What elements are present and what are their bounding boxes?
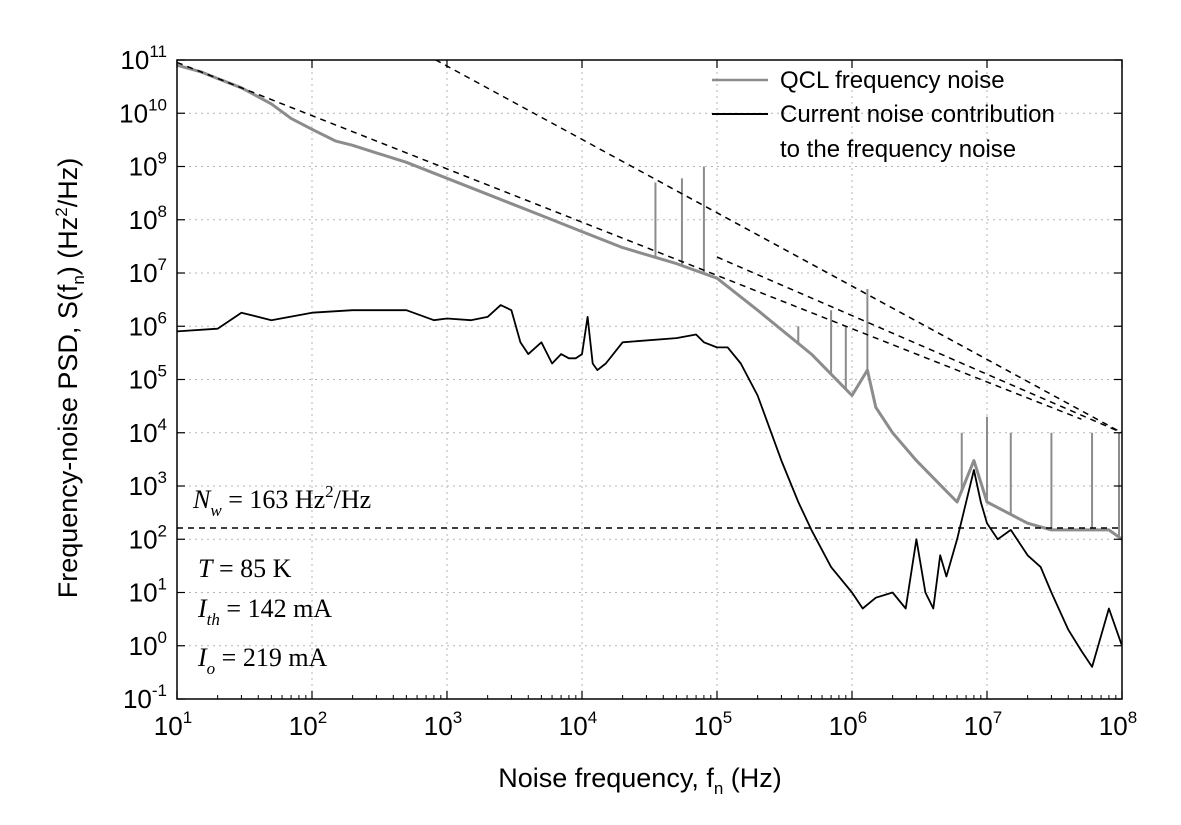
- y-tick-label: 107: [129, 255, 167, 288]
- y-tick-label: 108: [129, 202, 167, 235]
- annotation-temperature: T = 85 K: [198, 554, 292, 583]
- y-tick-label: 106: [129, 308, 167, 341]
- annotation-operating-current: Io = 219 mA: [197, 643, 328, 678]
- y-tick-labels: 10-1 100 101 102 103 104 105 106 107 108 109 1010 10…: [119, 42, 167, 714]
- x-tick-label: 105: [694, 708, 732, 741]
- y-tick-label: 103: [129, 468, 167, 501]
- annotation-threshold-current: Ith = 142 mA: [197, 594, 332, 629]
- x-tick-label: 106: [829, 708, 867, 741]
- x-tick-label: 103: [424, 708, 462, 741]
- x-tick-labels: 101 102 103 104 105 106 107 108: [154, 708, 1137, 741]
- y-tick-label: 100: [129, 628, 167, 661]
- y-tick-label: 104: [129, 415, 167, 448]
- legend: QCL frequency noise Current noise contri…: [712, 67, 1055, 163]
- x-tick-label: 101: [154, 708, 192, 741]
- y-tick-label: 109: [129, 149, 167, 182]
- axis-ticks: [176, 59, 1123, 700]
- fit-line: [177, 61, 1082, 420]
- y-axis-title: Frequency-noise PSD, S(fn) (Hz2/Hz): [52, 158, 88, 599]
- fit-line: [434, 60, 1122, 434]
- x-axis-title: Noise frequency, fn (Hz): [498, 763, 782, 798]
- y-tick-label: 1010: [119, 95, 167, 128]
- x-tick-label: 104: [559, 708, 597, 741]
- legend-label-current-line2: to the frequency noise: [780, 136, 1016, 163]
- legend-label-qcl: QCL frequency noise: [780, 67, 1005, 94]
- annotation-nw: Nw = 163 Hz2/Hz: [192, 482, 371, 520]
- series-line-current: [177, 304, 1122, 668]
- fit-lines-layer: [177, 60, 1122, 529]
- series-line-qcl: [177, 63, 1122, 541]
- y-tick-label: 10-1: [123, 681, 167, 714]
- x-tick-label: 102: [289, 708, 327, 741]
- annotations: Nw = 163 Hz2/Hz T = 85 K Ith = 142 mA Io…: [192, 482, 371, 678]
- y-tick-label: 1011: [120, 42, 167, 75]
- fit-line: [716, 256, 1122, 434]
- x-tick-label: 108: [1099, 708, 1137, 741]
- grid-lines: [177, 60, 1122, 699]
- series-layer: [177, 63, 1122, 668]
- y-tick-label: 101: [129, 575, 167, 608]
- x-tick-label: 107: [964, 708, 1002, 741]
- y-tick-label: 105: [129, 362, 167, 395]
- y-tick-label: 102: [129, 521, 167, 554]
- legend-label-current: Current noise contribution: [780, 101, 1055, 128]
